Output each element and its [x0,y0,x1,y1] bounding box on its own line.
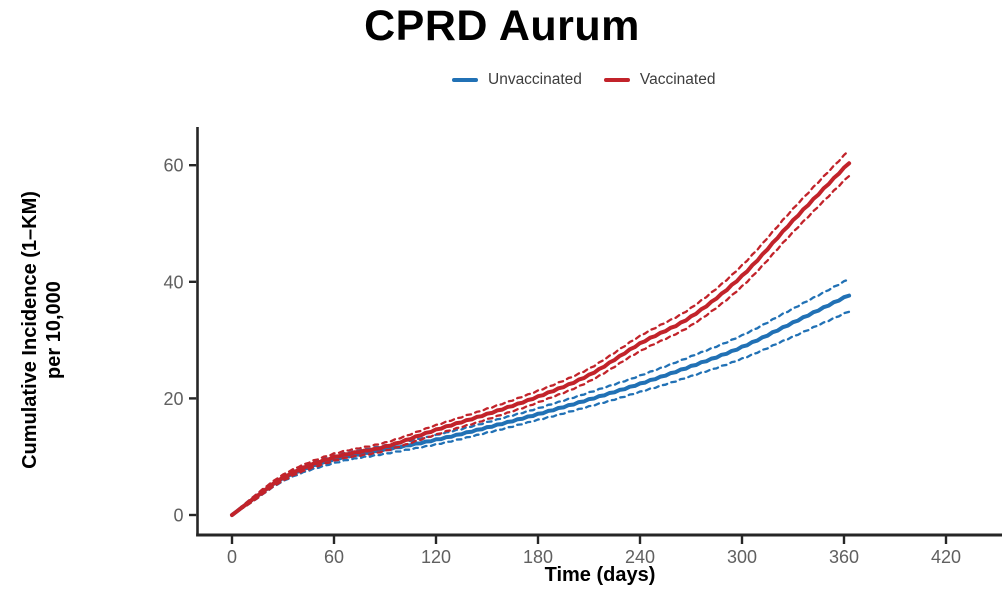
x-tick-label: 0 [227,547,237,567]
chart-title: CPRD Aurum [364,2,640,50]
ci-lower-line-vaccinated [230,174,851,517]
x-tick-label: 240 [625,547,655,567]
x-axis-label: Time (days) [544,564,656,586]
legend-item-unvaccinated: Unvaccinated [452,71,582,89]
legend-item-vaccinated: Vaccinated [603,71,716,89]
legend-label-vaccinated: Vaccinated [639,71,716,88]
x-tick-label: 60 [324,547,344,567]
ci-upper-line-vaccinated [230,149,851,517]
legend-swatch-vaccinated-icon [603,77,630,83]
series-line-vaccinated [230,161,852,517]
ci-lower-line-unvaccinated [230,310,851,517]
x-tick-label: 420 [931,547,961,567]
legend-swatch-unvaccinated-icon [452,77,478,83]
y-tick-label: 60 [163,156,183,176]
x-tick-label: 300 [727,547,757,567]
y-tick-label: 40 [163,272,183,292]
y-tick-label: 0 [173,506,183,526]
legend: Unvaccinated Vaccinated [452,71,737,89]
y-tick-label: 20 [163,389,183,409]
x-tick-label: 360 [829,547,859,567]
x-tick-label: 180 [523,547,553,567]
x-tick-label: 120 [421,547,451,567]
legend-label-unvaccinated: Unvaccinated [488,71,582,88]
